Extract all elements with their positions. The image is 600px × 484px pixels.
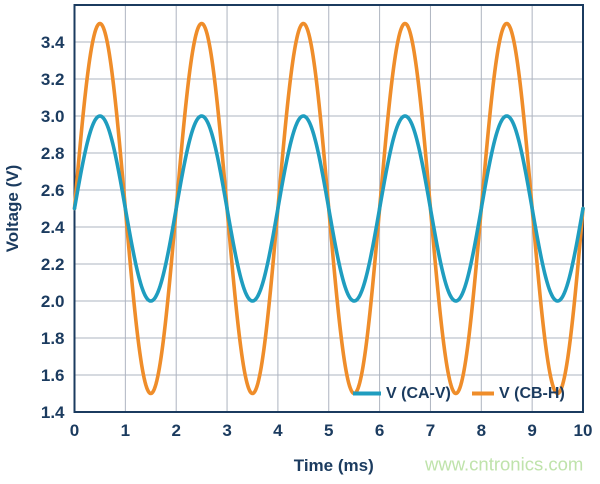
svg-text:2.0: 2.0 bbox=[41, 292, 65, 311]
svg-text:3.2: 3.2 bbox=[41, 70, 65, 89]
svg-text:Time (ms): Time (ms) bbox=[294, 456, 374, 475]
svg-text:4: 4 bbox=[273, 421, 283, 440]
svg-text:3: 3 bbox=[222, 421, 231, 440]
svg-text:3.4: 3.4 bbox=[41, 33, 65, 52]
svg-text:2.8: 2.8 bbox=[41, 144, 65, 163]
svg-text:1.6: 1.6 bbox=[41, 366, 65, 385]
svg-text:www.cntronics.com: www.cntronics.com bbox=[424, 454, 583, 475]
svg-text:6: 6 bbox=[375, 421, 384, 440]
svg-text:5: 5 bbox=[324, 421, 333, 440]
svg-text:2.2: 2.2 bbox=[41, 255, 65, 274]
svg-text:9: 9 bbox=[527, 421, 536, 440]
svg-text:7: 7 bbox=[426, 421, 435, 440]
svg-text:1: 1 bbox=[121, 421, 130, 440]
svg-text:8: 8 bbox=[477, 421, 486, 440]
svg-text:0: 0 bbox=[70, 421, 79, 440]
svg-text:2: 2 bbox=[171, 421, 180, 440]
svg-text:2.4: 2.4 bbox=[41, 218, 65, 237]
svg-text:10: 10 bbox=[574, 421, 593, 440]
svg-text:V (CB-H): V (CB-H) bbox=[499, 385, 565, 402]
svg-text:1.4: 1.4 bbox=[41, 403, 65, 422]
svg-text:2.6: 2.6 bbox=[41, 181, 65, 200]
svg-text:Voltage (V): Voltage (V) bbox=[3, 165, 22, 253]
svg-text:3.0: 3.0 bbox=[41, 107, 65, 126]
svg-text:V (CA-V): V (CA-V) bbox=[386, 385, 451, 402]
svg-text:1.8: 1.8 bbox=[41, 329, 65, 348]
